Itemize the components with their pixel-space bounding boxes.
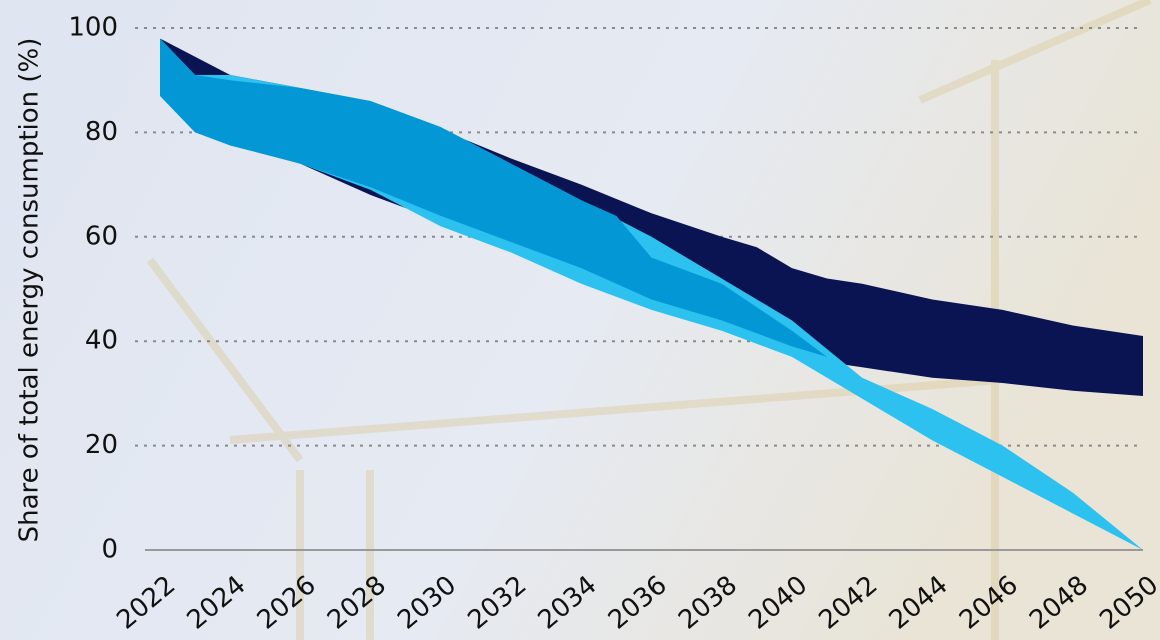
y-tick-label: 20 xyxy=(85,430,118,460)
range-band xyxy=(160,38,828,357)
y-tick-label: 80 xyxy=(85,117,118,147)
y-axis-label: Share of total energy consumption (%) xyxy=(15,38,45,543)
y-tick-label: 100 xyxy=(68,13,118,43)
y-tick-label: 0 xyxy=(101,535,118,565)
y-tick-label: 40 xyxy=(85,326,118,356)
y-tick-label: 60 xyxy=(85,221,118,251)
